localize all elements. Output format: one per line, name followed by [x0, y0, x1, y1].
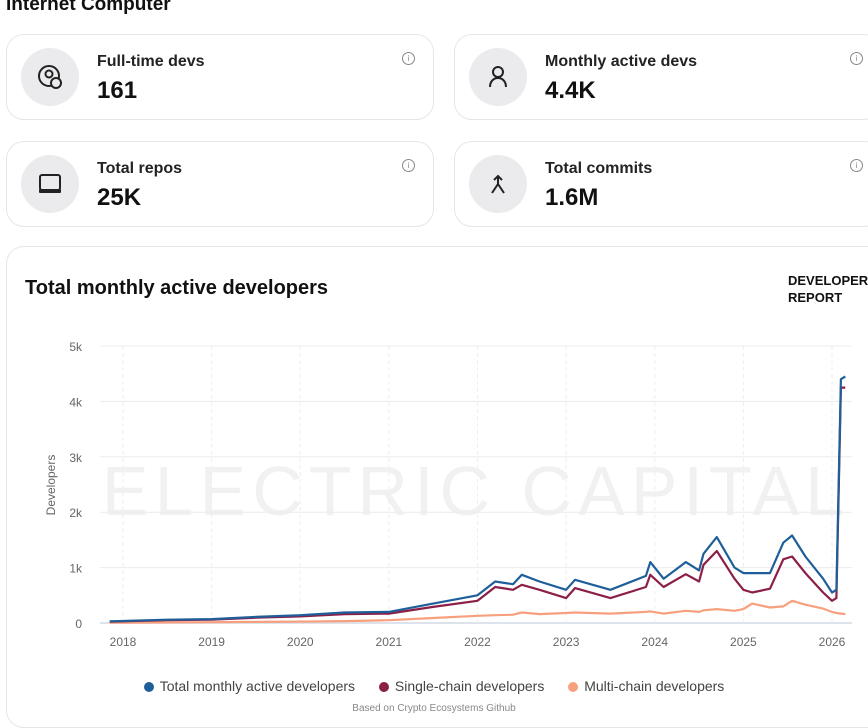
x-tick-label: 2024 [641, 635, 668, 649]
stat-label: Total repos [97, 160, 183, 177]
x-tick-label: 2023 [553, 635, 580, 649]
laptop-icon [21, 155, 79, 213]
x-tick-label: 2019 [198, 635, 225, 649]
legend-item-single-chain[interactable]: Single-chain developers [378, 678, 545, 694]
series-line-multi-chain-developers [109, 599, 846, 624]
stat-card-full-time-devs: Full-time devs 161 i [6, 34, 434, 120]
x-tick-label: 2020 [287, 635, 314, 649]
stat-label: Monthly active devs [545, 53, 698, 70]
developer-report-link[interactable]: DEVELOPER REPORT [788, 272, 868, 306]
legend-item-multi-chain[interactable]: Multi-chain developers [568, 678, 724, 694]
legend-dot [143, 682, 154, 692]
info-icon[interactable]: i [850, 159, 863, 172]
series-line-total-monthly-active-developers [109, 375, 846, 623]
y-tick-label: 0 [75, 617, 82, 631]
line-chart: ELECTRIC CAPITAL 0 1k 2k 3k 4k 5k 2018 2019 2020 2… [44, 340, 852, 649]
y-axis-label: Developers [44, 455, 58, 516]
x-tick-label: 2025 [730, 635, 757, 649]
info-icon[interactable]: i [402, 52, 415, 65]
y-tick-label: 2k [69, 506, 83, 520]
legend-item-total[interactable]: Total monthly active developers [143, 678, 356, 694]
chart-source: Based on Crypto Ecosystems Github [352, 703, 516, 714]
stat-label: Total commits [545, 160, 653, 177]
stat-label: Full-time devs [97, 53, 205, 70]
y-tick-label: 3k [69, 451, 83, 465]
stat-value: 1.6M [545, 184, 599, 211]
x-tick-label: 2026 [819, 635, 846, 649]
stat-value: 4.4K [545, 77, 596, 104]
legend-label: Total monthly active developers [159, 678, 356, 694]
user-icon [469, 48, 527, 106]
y-tick-label: 5k [69, 340, 83, 354]
y-tick-label: 1k [69, 562, 83, 576]
stat-value: 25K [97, 184, 142, 211]
stat-card-total-commits: Total commits 1.6M i [454, 141, 868, 227]
legend-label: Multi-chain developers [584, 678, 725, 694]
x-tick-label: 2022 [464, 635, 491, 649]
y-tick-label: 4k [69, 395, 83, 409]
report-line1: DEVELOPER [788, 273, 868, 288]
stat-card-total-repos: Total repos 25K i [6, 141, 434, 227]
page-title: Internet Computer [6, 0, 171, 15]
legend-dot [378, 682, 389, 692]
stat-card-monthly-active-devs: Monthly active devs 4.4K i [454, 34, 868, 120]
user-clock-icon [21, 48, 79, 106]
info-icon[interactable]: i [402, 159, 415, 172]
stat-value: 161 [97, 77, 138, 104]
x-tick-label: 2021 [376, 635, 403, 649]
legend-dot [568, 682, 579, 692]
info-icon[interactable]: i [850, 52, 863, 65]
watermark: ELECTRIC CAPITAL [102, 452, 850, 530]
series-line-single-chain-developers [109, 386, 846, 623]
report-line2: REPORT [788, 290, 843, 305]
chart-title: Total monthly active developers [25, 277, 329, 299]
merge-icon [469, 155, 527, 213]
chart-legend: Total monthly active developers Single-c… [0, 678, 868, 694]
x-tick-label: 2018 [110, 635, 137, 649]
legend-label: Single-chain developers [394, 678, 545, 694]
